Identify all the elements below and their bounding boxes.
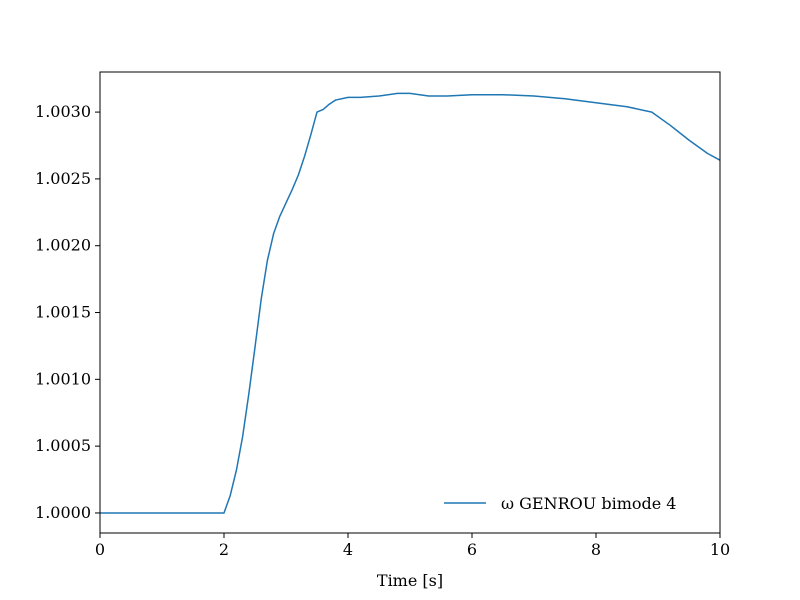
x-axis-label: Time [s] <box>377 571 443 590</box>
plot-area <box>100 92 721 514</box>
y-tick-label: 1.0000 <box>35 503 91 522</box>
x-tick-label: 10 <box>710 540 730 559</box>
x-tick-label: 0 <box>95 540 105 559</box>
y-tick-label: 1.0015 <box>35 303 91 322</box>
y-tick-label: 1.0005 <box>35 436 91 455</box>
legend-label: ω GENROU bimode 4 <box>501 494 676 513</box>
x-axis-ticks: 0 2 4 6 8 10 <box>95 533 730 559</box>
x-tick-label: 2 <box>219 540 229 559</box>
y-tick-label: 1.0025 <box>35 169 91 188</box>
legend: ω GENROU bimode 4 <box>444 494 676 513</box>
y-tick-label: 1.0010 <box>35 369 91 388</box>
y-axis-ticks: 1.0000 1.0005 1.0010 1.0015 1.0020 1.0025 1.00… <box>35 102 100 522</box>
x-tick-label: 4 <box>343 540 353 559</box>
axes-frame <box>99 71 721 534</box>
x-tick-label: 8 <box>591 540 601 559</box>
y-tick-label: 1.0020 <box>35 236 91 255</box>
y-tick-label: 1.0030 <box>35 102 91 121</box>
series-line-0 <box>100 92 721 514</box>
x-tick-label: 6 <box>467 540 477 559</box>
